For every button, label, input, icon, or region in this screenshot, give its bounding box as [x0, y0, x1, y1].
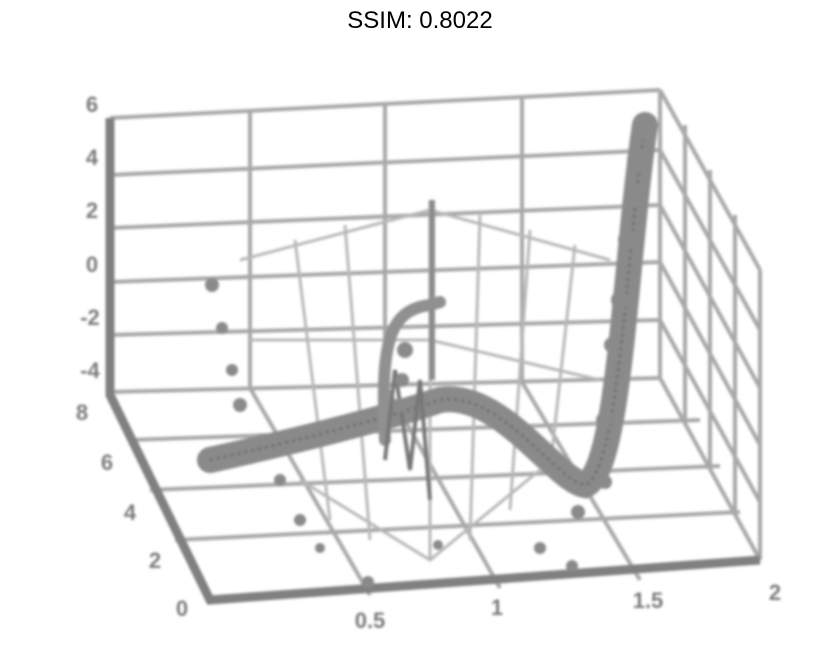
y-tick-label: 2: [149, 548, 161, 573]
y-tick-label: 0: [176, 596, 188, 621]
x-tick-label: 0.5: [355, 608, 386, 633]
z-tick-label: -4: [80, 358, 100, 383]
z-tick-label: 6: [86, 92, 98, 117]
z-tick-label: 2: [86, 198, 98, 223]
spikes: [383, 369, 432, 501]
y-tick-label: 6: [101, 450, 113, 475]
axes: [105, 118, 761, 605]
x-tick-label: 1: [491, 595, 503, 620]
z-tick-label: -2: [80, 305, 100, 330]
y-tick-label: 8: [76, 400, 88, 425]
title: SSIM: 0.8022: [347, 7, 492, 34]
z-tick-label: 0: [86, 252, 98, 277]
z-tick-label: 4: [86, 145, 99, 170]
back-wall-grid: [109, 88, 762, 597]
loop: [377, 296, 446, 446]
x-tick-label: 1.5: [633, 588, 664, 613]
markers: [205, 116, 656, 588]
y-tick-label: 4: [124, 500, 137, 525]
ribbon-texture: [209, 124, 647, 487]
x-tick-label: 2: [769, 580, 781, 605]
plot-3d: [105, 88, 762, 605]
